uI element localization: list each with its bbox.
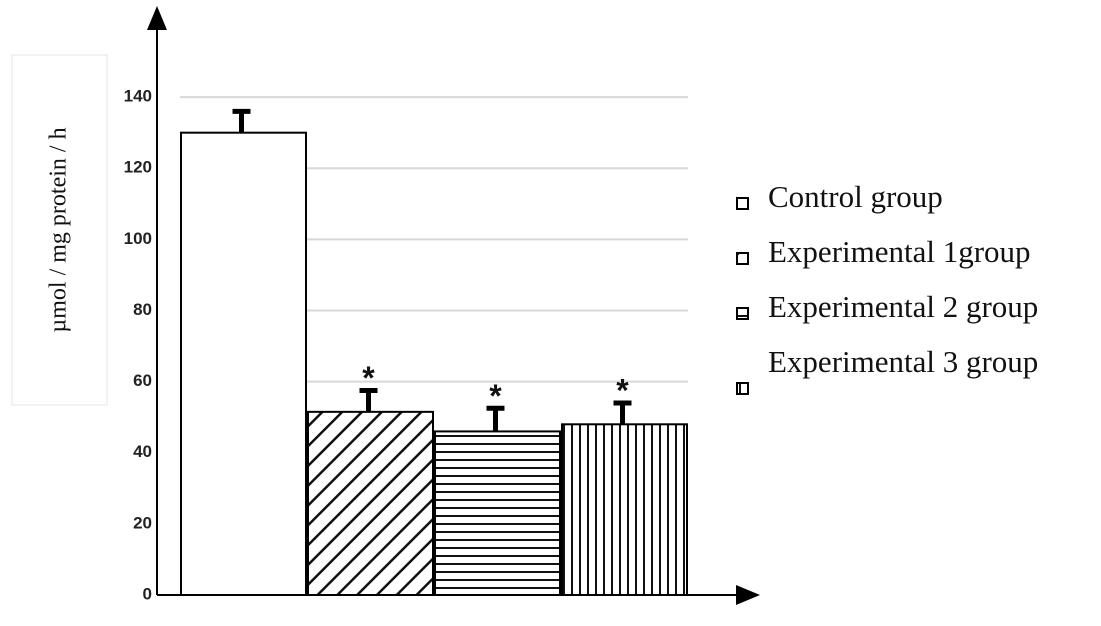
error-bar [613,400,632,425]
bar [434,430,561,596]
bar [180,131,307,596]
error-bar [232,108,251,133]
legend-marker [736,307,749,320]
significance-mark: * [362,360,375,396]
legend-label: Control group [768,179,943,214]
y-tick-label: 40 [133,442,152,461]
significance-mark: * [489,378,502,414]
bar [307,410,434,596]
legend-label: Experimental 1group [768,234,1031,269]
legend-marker [736,252,749,265]
y-tick-label: 100 [124,229,152,248]
y-tick-label: 20 [133,513,152,532]
y-label-box [11,54,108,406]
legend-label: Experimental 3 group [768,344,1038,379]
legend-marker [736,197,749,210]
legend-marker [736,382,749,395]
significance-mark: * [616,372,629,408]
y-tick-label: 120 [124,158,152,177]
legend-label: Experimental 2 group [768,289,1038,324]
y-axis-label: µmol / mg protein / h [46,127,72,332]
y-tick-label: 0 [143,584,152,603]
y-tick-label: 60 [133,371,152,390]
y-tick-label: 80 [133,300,152,319]
y-tick-label: 140 [124,87,152,106]
bar [561,423,688,596]
error-bar [486,405,505,432]
error-bar [359,388,378,412]
